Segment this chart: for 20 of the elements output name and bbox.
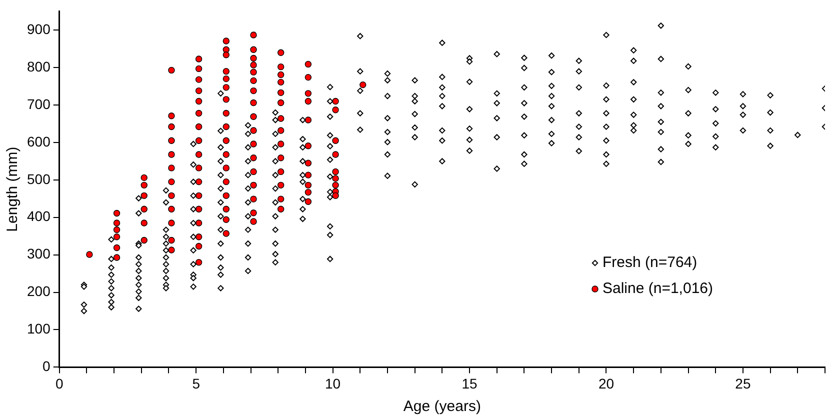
x-tick-label: 20	[598, 375, 614, 392]
y-tick-label: 500	[27, 170, 51, 187]
y-tick-label: 100	[27, 320, 51, 337]
x-tick-label: 0	[55, 375, 64, 392]
legend-label: Fresh (n=764)	[602, 253, 698, 273]
x-tick-label: 5	[192, 375, 200, 392]
y-tick-label: 600	[27, 133, 51, 150]
y-axis-title: Length (mm)	[4, 146, 22, 232]
y-tick-label: 0	[42, 358, 51, 374]
legend-label: Saline (n=1,016)	[602, 279, 713, 299]
y-tick-label: 400	[27, 208, 51, 224]
x-tick-label: 10	[325, 375, 341, 392]
x-tick-label: 25	[735, 375, 751, 392]
y-tick-label: 300	[27, 246, 51, 262]
y-tick-label: 700	[27, 96, 51, 112]
y-tick-label: 900	[27, 20, 51, 37]
y-tick-label: 200	[27, 283, 51, 300]
x-axis-title: Age (years)	[403, 398, 481, 416]
y-tick-label: 800	[27, 58, 51, 74]
x-tick-label: 15	[462, 375, 478, 392]
